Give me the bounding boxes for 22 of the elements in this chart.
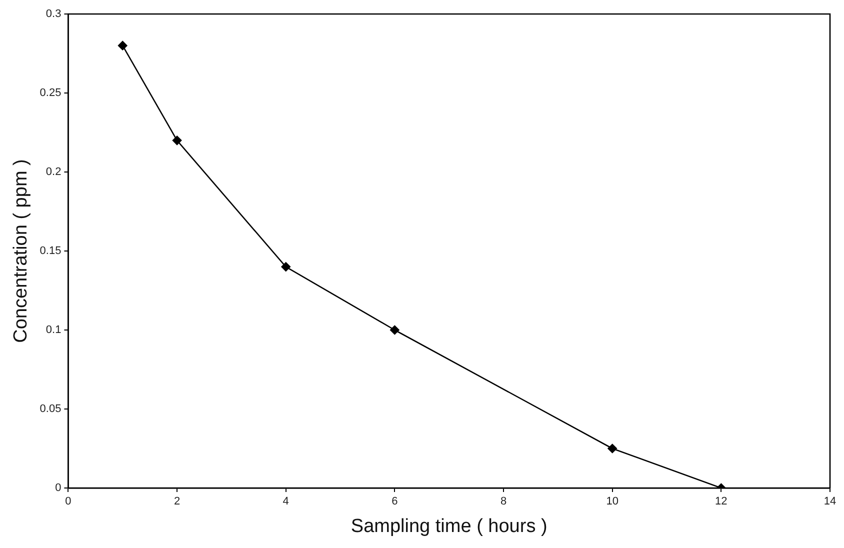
- x-tick-label: 4: [282, 496, 289, 508]
- x-tick-label: 10: [606, 496, 618, 508]
- point: [281, 262, 291, 272]
- x-tick-label: 14: [824, 496, 836, 508]
- point: [608, 444, 617, 454]
- point: [390, 325, 400, 335]
- y-tick-label: 0.05: [40, 403, 62, 416]
- x-tick-label: 0: [65, 496, 72, 508]
- y-tick-label: 0.1: [46, 324, 62, 336]
- x-axis-title: Sampling time ( hours ): [350, 516, 548, 537]
- x-tick-label: 8: [500, 496, 507, 508]
- point: [118, 40, 128, 50]
- x-tick-label: 12: [715, 496, 728, 508]
- y-axis-title: Concentration ( ppm ): [10, 159, 32, 343]
- y-tick-label: 0: [55, 482, 62, 494]
- x-tick-label: 2: [174, 496, 180, 508]
- x-tick-label: 6: [392, 496, 398, 508]
- y-tick-label: 0.3: [46, 8, 62, 20]
- y-tick-label: 0.15: [40, 245, 62, 258]
- y-tick-label: 0.25: [40, 87, 62, 100]
- y-tick-label: 0.2: [46, 166, 62, 178]
- point: [172, 136, 182, 146]
